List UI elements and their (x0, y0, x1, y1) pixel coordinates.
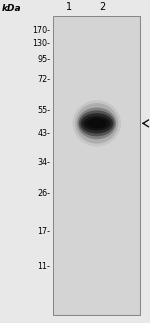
Text: kDa: kDa (2, 4, 21, 13)
Bar (53, 16, 140, 315)
Text: 130-: 130- (32, 39, 50, 47)
Ellipse shape (72, 100, 121, 146)
Text: 11-: 11- (37, 262, 50, 271)
Text: 26-: 26- (37, 189, 50, 197)
Text: 34-: 34- (37, 158, 50, 167)
Ellipse shape (79, 110, 115, 136)
Ellipse shape (87, 118, 107, 129)
Text: 17-: 17- (37, 227, 50, 236)
Text: 2: 2 (100, 2, 106, 12)
Text: 170-: 170- (32, 26, 50, 36)
Text: 55-: 55- (37, 106, 50, 115)
Ellipse shape (77, 108, 116, 139)
Text: 72-: 72- (37, 75, 50, 84)
Text: 95-: 95- (37, 55, 50, 64)
Ellipse shape (83, 116, 110, 130)
Bar (54, 17, 139, 314)
Text: 43-: 43- (37, 129, 50, 138)
Ellipse shape (75, 103, 118, 144)
Ellipse shape (81, 113, 113, 133)
Text: 1: 1 (66, 2, 72, 12)
